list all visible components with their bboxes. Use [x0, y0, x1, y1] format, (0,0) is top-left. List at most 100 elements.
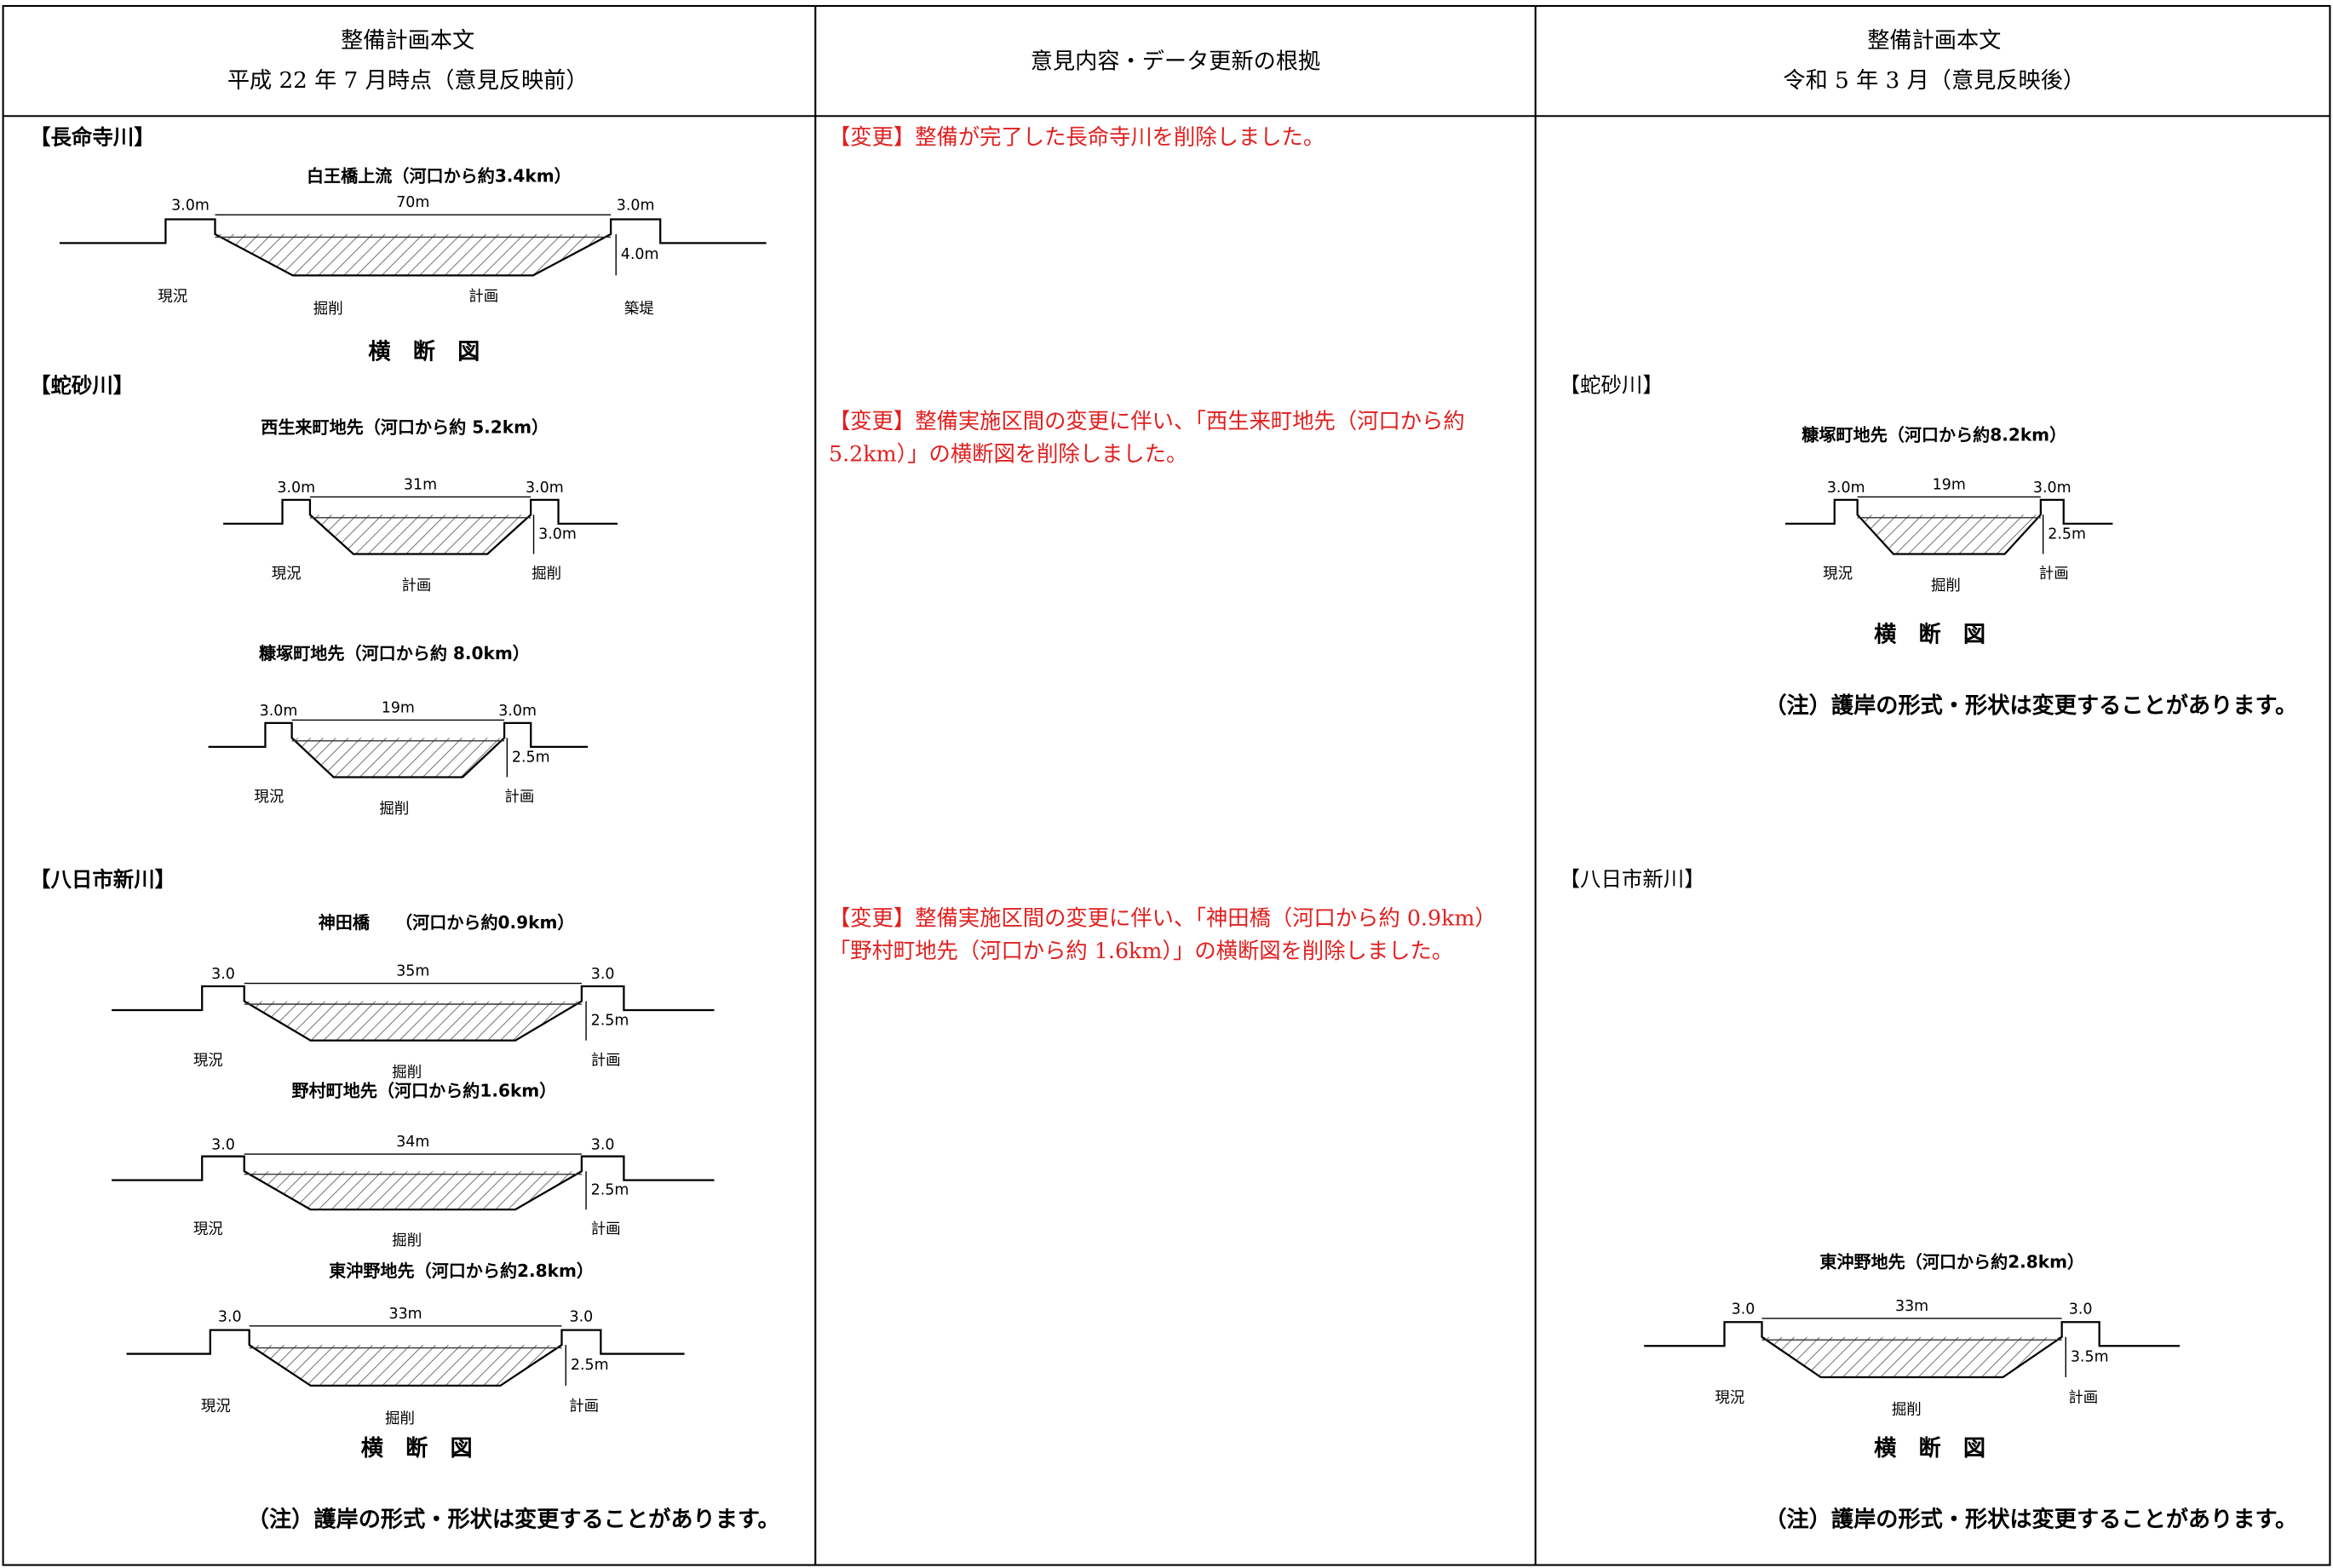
channel-fill — [244, 1001, 582, 1041]
cross-section — [1785, 498, 2113, 555]
width-label: 34m — [396, 1134, 429, 1151]
cross-section — [1644, 1321, 2180, 1379]
channel-fill — [249, 1345, 562, 1386]
bank-label: 3.0 — [591, 1137, 615, 1154]
diagram-label: 現況 — [158, 288, 187, 305]
depth-label: 2.5m — [571, 1357, 609, 1374]
cross-section — [223, 498, 618, 555]
diagram-label: 現況 — [193, 1052, 223, 1069]
bank-label: 3.0m — [1827, 480, 1865, 497]
diagram-title: 野村町地先（河口から約1.6km） — [292, 1081, 557, 1101]
diagram-label: 現況 — [254, 789, 284, 806]
content: 【長命寺川】白王橋上流（河口から約3.4km） 70m 3.0m 3.0m 4.0m 現況… — [30, 123, 2297, 1532]
change-text: 「野村町地先（河口から約 1.6km）」の横断図を削除しました。 — [829, 938, 1453, 963]
header-title: 整備計画本文 — [341, 28, 474, 54]
width-label: 19m — [1933, 476, 1966, 493]
bank-label: 3.0m — [617, 198, 655, 215]
diagram-label: 計画 — [2068, 1389, 2098, 1406]
width-label: 31m — [404, 476, 437, 493]
diagram-label: 築堤 — [624, 301, 654, 318]
diagram-label: 現況 — [201, 1399, 231, 1416]
header-title: 意見内容・データ更新の根拠 — [1031, 49, 1320, 74]
cross-section — [126, 1329, 685, 1387]
diagram-title: 西生来町地先（河口から約 5.2km） — [261, 417, 549, 438]
diagram-label: 計画 — [504, 789, 534, 806]
bank-label: 3.0m — [277, 480, 315, 497]
diagram-label: 掘削 — [532, 566, 561, 583]
depth-label: 3.5m — [2071, 1348, 2109, 1365]
section-name: 【八日市新川】 — [30, 867, 175, 892]
channel-fill — [244, 1171, 582, 1210]
note: （注）護岸の形式・形状は変更することがあります。 — [1764, 692, 2297, 719]
section-name: 【八日市新川】 — [1560, 867, 1705, 892]
bank-label: 3.0 — [1732, 1301, 1755, 1318]
width-label: 33m — [1895, 1298, 1928, 1315]
diagram-label: 計画 — [2039, 566, 2069, 583]
diagram-label: 掘削 — [313, 301, 343, 318]
diagram-title: 糠塚町地先（河口から約 8.0km） — [258, 643, 530, 663]
bank-label: 3.0 — [570, 1308, 594, 1325]
width-label: 70m — [396, 194, 429, 211]
diagram-title: 東沖野地先（河口から約2.8km） — [1819, 1251, 2084, 1272]
depth-label: 2.5m — [2048, 526, 2086, 543]
depth-label: 2.5m — [591, 1182, 629, 1199]
diagram-label: 現況 — [1823, 566, 1853, 583]
channel-fill — [1857, 514, 2041, 554]
caption: 横 断 図 — [1874, 1435, 1985, 1462]
diagram-title: 糠塚町地先（河口から約8.2km） — [1801, 424, 2066, 445]
caption: 横 断 図 — [361, 1435, 473, 1462]
caption: 横 断 図 — [368, 338, 480, 365]
change-text: 【変更】整備実施区間の変更に伴い、「西生来町地先（河口から約 — [829, 408, 1465, 434]
bank-label: 3.0 — [211, 1137, 235, 1154]
header-date: 平成 22 年 7 月時点（意見反映前） — [227, 68, 589, 94]
cross-section — [112, 1155, 715, 1211]
diagram-title: 白王橋上流（河口から約3.4km） — [307, 165, 572, 186]
diagram-label: 掘削 — [392, 1064, 422, 1081]
section-name: 【蛇砂川】 — [1560, 373, 1664, 398]
diagram-label: 計画 — [569, 1399, 599, 1416]
width-label: 19m — [382, 699, 415, 716]
caption: 横 断 図 — [1874, 621, 1985, 647]
diagram-label: 現況 — [272, 566, 302, 583]
bank-label: 3.0m — [498, 703, 537, 720]
note: （注）護岸の形式・形状は変更することがあります。 — [1764, 1507, 2297, 1533]
section-name: 【長命寺川】 — [30, 124, 155, 149]
channel-fill — [215, 233, 612, 276]
bank-label: 3.0 — [591, 966, 615, 983]
change-text: 【変更】整備が完了した長命寺川を削除しました。 — [829, 123, 1325, 149]
bank-label: 3.0m — [2033, 480, 2072, 497]
diagram-label: 掘削 — [379, 801, 409, 818]
width-label: 33m — [388, 1306, 422, 1323]
header-date: 令和 5 年 3 月（意見反映後） — [1783, 68, 2085, 94]
depth-label: 2.5m — [591, 1013, 629, 1030]
diagram-label: 掘削 — [1892, 1402, 1922, 1419]
bank-label: 3.0m — [171, 198, 210, 215]
note: （注）護岸の形式・形状は変更することがあります。 — [247, 1507, 780, 1533]
diagram-label: 現況 — [193, 1221, 223, 1238]
channel-fill — [309, 514, 532, 554]
channel-fill — [1761, 1336, 2062, 1378]
depth-label: 4.0m — [621, 246, 659, 263]
diagram-label: 計画 — [591, 1052, 621, 1069]
diagram-label: 掘削 — [385, 1410, 415, 1427]
cross-section — [208, 721, 589, 778]
cross-section — [112, 985, 715, 1042]
depth-label: 3.0m — [538, 526, 577, 543]
width-label: 35m — [396, 963, 429, 980]
depth-label: 2.5m — [512, 749, 550, 766]
bank-label: 3.0m — [260, 703, 298, 720]
bank-label: 3.0 — [211, 966, 235, 983]
header-title: 整備計画本文 — [1867, 28, 2001, 54]
diagram-label: 現況 — [1715, 1389, 1744, 1406]
bank-label: 3.0m — [526, 480, 564, 497]
section-name: 【蛇砂川】 — [30, 373, 134, 398]
diagram-label: 掘削 — [1931, 577, 1961, 594]
diagram-label: 計画 — [468, 288, 498, 305]
diagram-label: 掘削 — [392, 1232, 422, 1249]
diagram-title: 東沖野地先（河口から約2.8km） — [329, 1261, 594, 1281]
cross-section — [59, 218, 767, 277]
diagram-label: 計画 — [591, 1221, 621, 1238]
table-border — [2, 4, 2331, 1566]
channel-fill — [291, 738, 505, 778]
